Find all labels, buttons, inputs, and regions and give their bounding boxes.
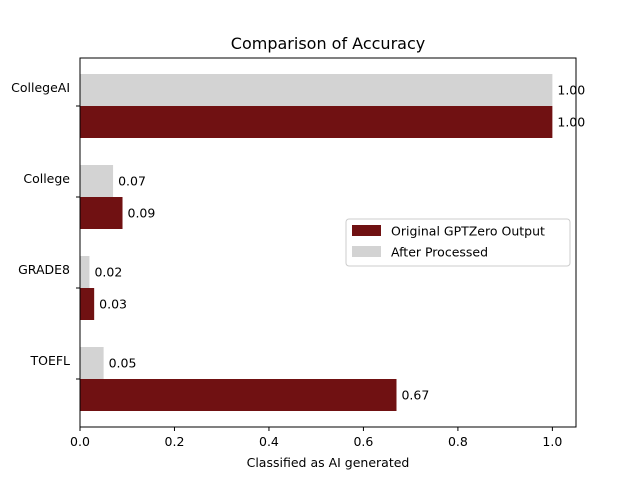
- y-axis-ticks: CollegeAI College GRADE8 TOEFL: [11, 80, 80, 380]
- x-tick-label: 0.2: [165, 434, 185, 449]
- x-axis-label: Classified as AI generated: [247, 455, 410, 470]
- y-tick-label-collegeai: CollegeAI: [11, 80, 70, 95]
- bars-layer: [80, 74, 553, 411]
- bar-after-processed-toefl: [80, 347, 104, 379]
- legend-swatch-original: [352, 225, 381, 236]
- legend-label-processed: After Processed: [391, 245, 488, 260]
- bar-label-after-processed-college: 0.07: [118, 174, 146, 189]
- bar-original-gptzero-output-toefl: [80, 379, 397, 411]
- legend-swatch-processed: [352, 246, 381, 257]
- x-tick-label: 1.0: [542, 434, 562, 449]
- x-tick-label: 0.8: [448, 434, 468, 449]
- bar-label-original-gptzero-output-collegeai: 1.00: [557, 115, 585, 130]
- bar-after-processed-collegeai: [80, 74, 553, 106]
- legend: Original GPTZero Output After Processed: [345, 218, 571, 267]
- bar-label-original-gptzero-output-college: 0.09: [128, 206, 156, 221]
- y-tick-label-grade8: GRADE8: [18, 262, 70, 277]
- bar-original-gptzero-output-collegeai: [80, 106, 553, 138]
- bar-after-processed-grade8: [80, 256, 90, 288]
- y-tick-label-toefl: TOEFL: [29, 353, 70, 368]
- x-axis-ticks: 0.0 0.2 0.4 0.6 0.8 1.0: [70, 427, 562, 449]
- y-tick-label-college: College: [23, 171, 70, 186]
- legend-box: [345, 218, 571, 267]
- x-tick-label: 0.4: [259, 434, 279, 449]
- bar-label-after-processed-collegeai: 1.00: [557, 83, 585, 98]
- bar-original-gptzero-output-college: [80, 197, 123, 229]
- bar-after-processed-college: [80, 165, 114, 197]
- chart-title: Comparison of Accuracy: [231, 34, 425, 53]
- bar-label-original-gptzero-output-toefl: 0.67: [401, 388, 429, 403]
- bar-value-labels: 1.00 1.00 0.09 0.07 0.03 0.02 0.67 0.05: [94, 83, 585, 403]
- legend-label-original: Original GPTZero Output: [391, 224, 545, 239]
- x-tick-label: 0.6: [353, 434, 373, 449]
- bar-label-original-gptzero-output-grade8: 0.03: [99, 297, 127, 312]
- plot-frame: [79, 57, 577, 428]
- bar-original-gptzero-output-grade8: [80, 288, 95, 320]
- bar-label-after-processed-grade8: 0.02: [94, 265, 122, 280]
- bar-label-after-processed-toefl: 0.05: [109, 356, 137, 371]
- x-tick-label: 0.0: [70, 434, 90, 449]
